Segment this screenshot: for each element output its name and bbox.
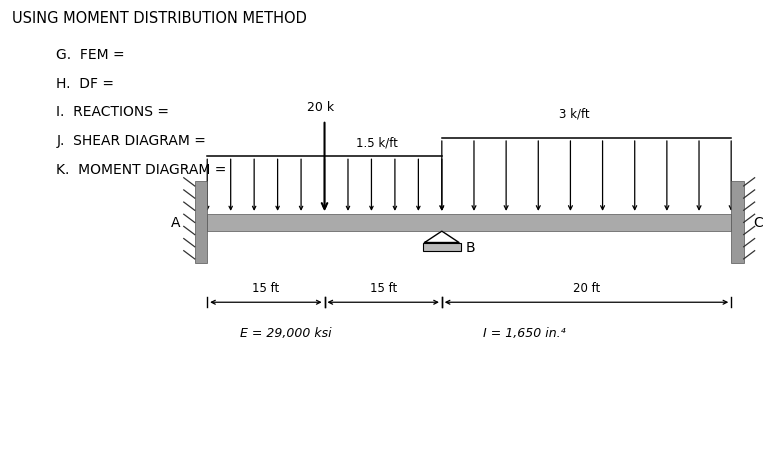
Text: 3 k/ft: 3 k/ft: [559, 107, 590, 121]
Text: E = 29,000 ksi: E = 29,000 ksi: [239, 326, 332, 339]
Text: 1.5 k/ft: 1.5 k/ft: [356, 136, 398, 149]
Text: USING MOMENT DISTRIBUTION METHOD: USING MOMENT DISTRIBUTION METHOD: [12, 11, 307, 26]
Text: G.  FEM =: G. FEM =: [56, 48, 125, 62]
Text: I.  REACTIONS =: I. REACTIONS =: [56, 105, 170, 119]
Bar: [423, 243, 461, 251]
Text: K.  MOMENT DIAGRAM =: K. MOMENT DIAGRAM =: [56, 162, 227, 177]
Text: B: B: [465, 240, 475, 254]
Text: 20 k: 20 k: [307, 101, 335, 114]
Text: I = 1,650 in.⁴: I = 1,650 in.⁴: [482, 326, 565, 339]
Text: H.  DF =: H. DF =: [56, 76, 114, 91]
Text: A: A: [171, 216, 181, 230]
Text: C: C: [753, 216, 762, 230]
Bar: [731, 182, 744, 264]
Text: 20 ft: 20 ft: [573, 281, 600, 294]
Text: 15 ft: 15 ft: [253, 281, 279, 294]
Text: 15 ft: 15 ft: [370, 281, 396, 294]
Polygon shape: [425, 232, 459, 243]
Bar: [195, 182, 207, 264]
Bar: [207, 214, 731, 232]
Text: J.  SHEAR DIAGRAM =: J. SHEAR DIAGRAM =: [56, 134, 206, 148]
